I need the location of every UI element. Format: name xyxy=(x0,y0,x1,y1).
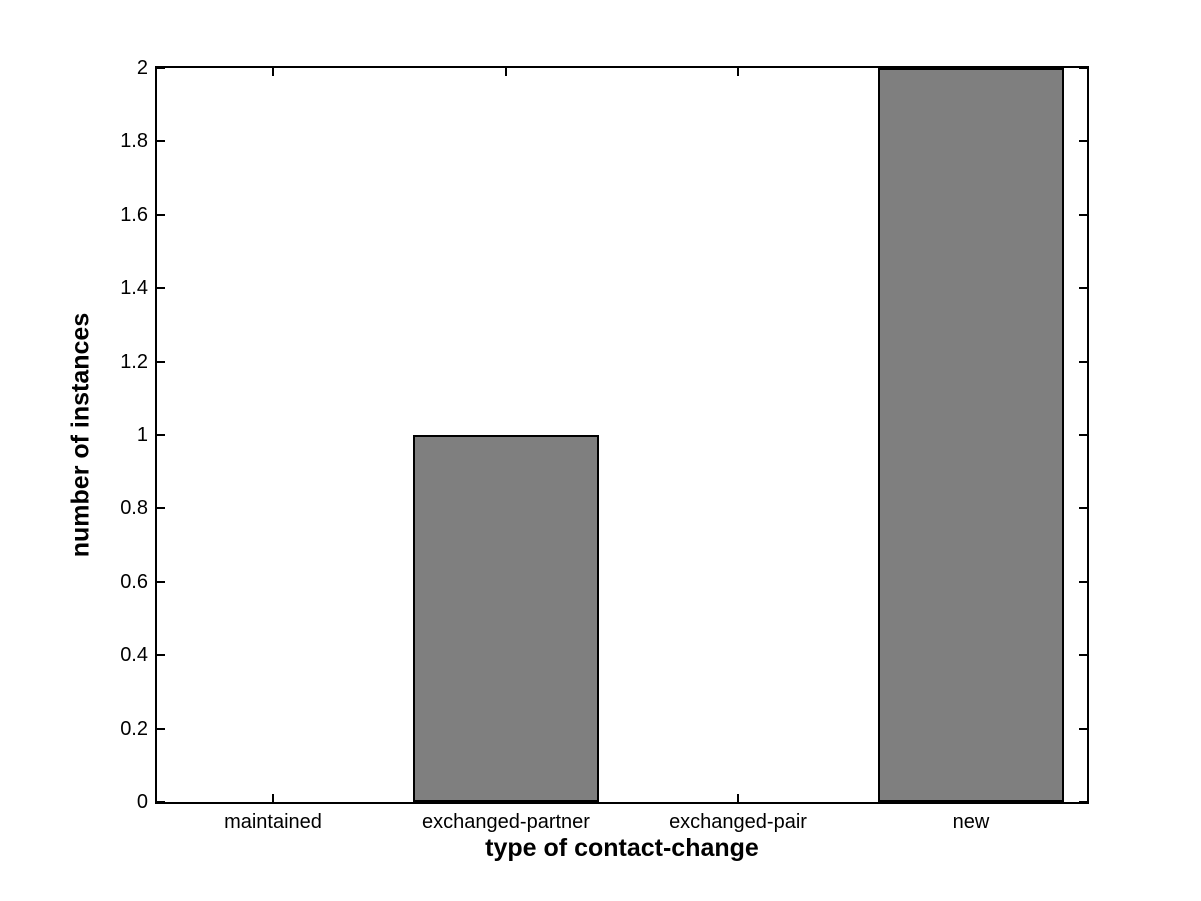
y-tick-right xyxy=(1079,140,1087,142)
y-tick-left xyxy=(157,728,165,730)
y-tick-right xyxy=(1079,67,1087,69)
y-tick-right xyxy=(1079,214,1087,216)
x-tick-top xyxy=(505,68,507,76)
plot-area: 0 0.2 0.4 0.6 0.8 1 1.2 1.4 1.6 1.8 2 maintained exc… xyxy=(67,57,1089,862)
bar-exchanged-partner xyxy=(413,435,599,802)
x-tick-label: exchanged-pair xyxy=(669,811,807,833)
y-tick-left xyxy=(157,287,165,289)
y-tick-label: 1.2 xyxy=(120,351,148,373)
y-tick-left xyxy=(157,801,165,803)
x-tick-label: new xyxy=(952,811,990,833)
y-tick-label: 0 xyxy=(136,791,148,813)
y-tick-right xyxy=(1079,361,1087,363)
y-tick-label: 1 xyxy=(136,424,148,446)
y-tick-right xyxy=(1079,507,1087,509)
y-tick-left xyxy=(157,67,165,69)
x-axis-label: type of contact-change xyxy=(485,834,759,862)
y-tick-label: 0.2 xyxy=(120,718,148,740)
y-tick-left xyxy=(157,434,165,436)
y-tick-left xyxy=(157,507,165,509)
y-tick-right xyxy=(1079,654,1087,656)
y-tick-left xyxy=(157,140,165,142)
y-tick-label: 1.8 xyxy=(120,130,148,152)
x-tick-bottom xyxy=(272,794,274,802)
x-tick-top xyxy=(737,68,739,76)
y-tick-left xyxy=(157,654,165,656)
y-tick-right xyxy=(1079,581,1087,583)
x-tick-label: exchanged-partner xyxy=(422,811,590,833)
x-tick-label: maintained xyxy=(224,811,322,833)
x-tick-bottom xyxy=(737,794,739,802)
y-tick-label: 1.6 xyxy=(120,204,148,226)
y-tick-label: 0.6 xyxy=(120,571,148,593)
bar-new xyxy=(878,68,1064,802)
y-tick-right xyxy=(1079,287,1087,289)
y-tick-left xyxy=(157,214,165,216)
y-tick-left xyxy=(157,361,165,363)
y-tick-right xyxy=(1079,434,1087,436)
y-tick-label: 0.8 xyxy=(120,497,148,519)
y-tick-right xyxy=(1079,728,1087,730)
y-tick-label: 1.4 xyxy=(120,277,148,299)
y-tick-label: 0.4 xyxy=(120,644,148,666)
y-axis-label: number of instances xyxy=(66,312,95,558)
y-tick-right xyxy=(1079,801,1087,803)
y-tick-left xyxy=(157,581,165,583)
y-tick-label: 2 xyxy=(136,57,148,79)
x-tick-top xyxy=(272,68,274,76)
